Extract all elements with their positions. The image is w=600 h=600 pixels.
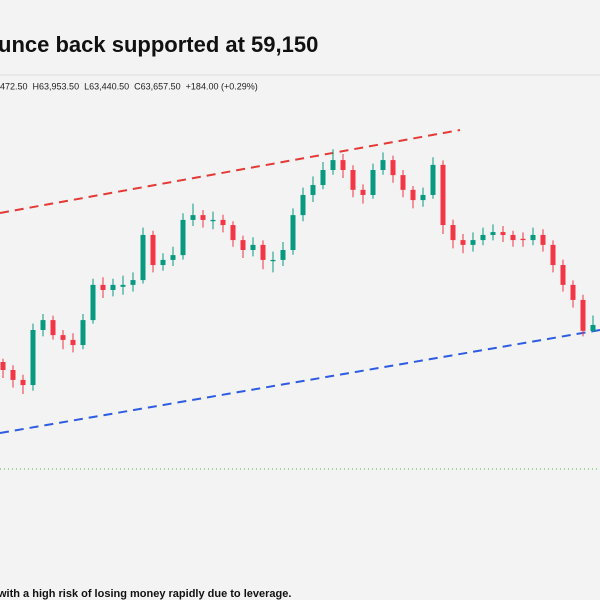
candle-body [150,234,156,266]
candle-body [110,284,116,290]
candle-body [260,244,266,260]
legend-item: H63,953.50 [33,81,80,91]
candle-body [240,240,246,250]
candle-body [270,259,276,262]
candle-body [340,160,346,170]
candle-body [320,170,326,186]
candle-body [10,370,16,380]
candle-body [570,284,576,300]
candle-body [250,244,256,250]
support-channel [0,329,600,434]
candle-body [500,232,506,235]
resistance-channel [0,129,461,214]
candles [0,149,596,394]
legend-item: +184.00 (+0.29%) [186,81,258,91]
chart-title: unce back supported at 59,150 [0,32,318,57]
candle-body [550,244,556,266]
candle-body [80,320,86,346]
candle-body [90,284,96,321]
candle-body [450,225,456,241]
candle-body [70,339,76,346]
candle-body [60,335,66,340]
candle-body [350,170,356,190]
candle-body [120,284,126,287]
candle-body [400,175,406,190]
candle-body [230,225,236,241]
candle-body [370,170,376,195]
disclaimer: with a high risk of losing money rapidly… [0,588,291,600]
legend-item: 472.50 [0,81,28,91]
legend-item: L63,440.50 [84,81,129,91]
ohlc-legend: 472.50 H63,953.50 L63,440.50 C63,657.50 +184… [0,81,258,91]
candle-body [300,194,306,216]
candle-body [380,160,386,170]
candle-body [190,215,196,220]
candle-body [560,265,566,285]
candle-body [360,189,366,195]
candle-body [210,219,216,222]
candle-body [100,284,106,290]
candle-body [160,259,166,266]
candle-body [540,234,546,245]
candle-body [490,232,496,235]
candle-body [130,280,136,285]
candle-body [140,234,146,281]
candle-body [420,194,426,201]
candle-body [460,240,466,245]
candle-body [590,324,596,331]
candle-body [170,255,176,260]
legend-item: C63,657.50 [134,81,181,91]
candle-body [390,160,396,176]
candle-body [200,215,206,220]
candle-body [410,189,416,201]
candle-body [330,160,336,170]
candle-body [580,299,586,331]
candle-body [470,240,476,245]
candle-body [440,164,446,226]
candle-body [30,330,36,386]
candle-body [310,185,316,195]
candle-body [520,238,526,241]
candle-body [290,215,296,250]
candle-body [50,320,56,336]
candle-body [0,362,6,370]
candle-body [220,219,226,226]
candle-body [280,250,286,260]
candle-body [180,219,186,256]
candle-body [430,164,436,195]
candle-body [20,379,26,386]
candle-body [480,234,486,241]
candle-body [40,320,46,330]
candle-body [530,234,536,241]
candle-body [510,234,516,241]
